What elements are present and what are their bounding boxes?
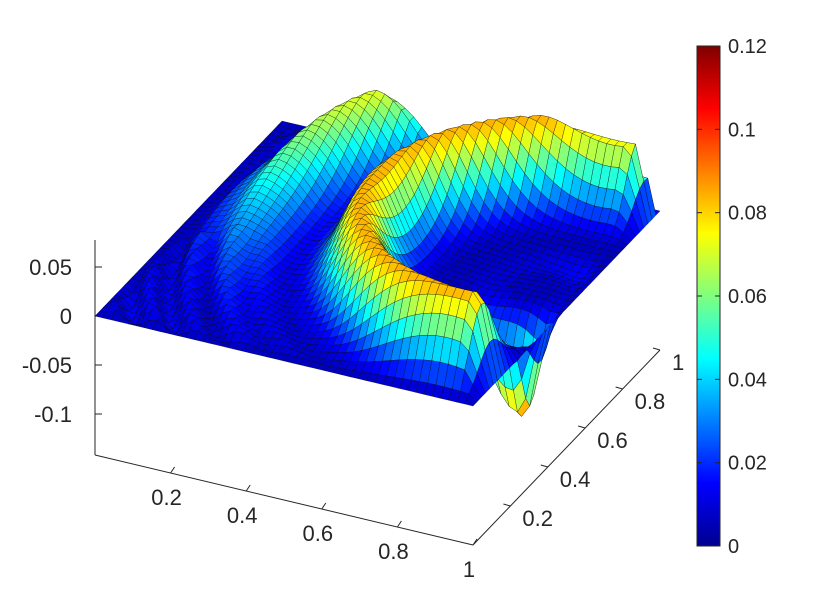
x-tick-mark (396, 520, 402, 528)
y-tick-label: 0.8 (635, 389, 666, 414)
colorbar-tick-label: 0.12 (728, 36, 767, 58)
colorbar-tick-label: 0.06 (728, 286, 767, 308)
surface-mesh (94, 89, 661, 417)
colorbar-tick-label: 0.08 (728, 203, 767, 225)
y-tick-label: 0.4 (560, 467, 591, 492)
z-tick-label: -0.05 (22, 353, 72, 378)
y-tick-mark (540, 464, 548, 468)
colorbar-tick-label: 0.1 (728, 119, 756, 141)
y-tick-label: 0.6 (597, 428, 628, 453)
x-tick-label: 0.4 (227, 503, 258, 528)
colorbar-tick-label: 0 (728, 536, 739, 558)
colorbar-ticks: 0 0.02 0.04 0.06 0.08 0.1 0.12 (697, 36, 767, 558)
y-tick-mark (652, 347, 661, 351)
y-axis-line (472, 349, 661, 546)
x-tick-mark (245, 484, 251, 492)
y-axis-ticks: 0.2 0.40.6 0.81 (503, 347, 684, 531)
y-tick-label: 0.2 (522, 506, 553, 531)
axes (94, 240, 661, 546)
y-tick-label: 1 (672, 350, 684, 375)
x-axis-line (94, 454, 474, 546)
surface-cell (464, 393, 478, 407)
x-tick-mark (170, 466, 176, 474)
x-tick-mark (321, 502, 327, 510)
x-axis-ticks: 0.2 0.4 0.6 0.8 1 (151, 466, 478, 582)
x-tick-label: 1 (463, 557, 475, 582)
x-tick-label: 0.2 (151, 485, 182, 510)
z-tick-label: -0.1 (34, 402, 72, 427)
z-tick-label: 0.05 (29, 255, 72, 280)
x-tick-mark (472, 538, 478, 546)
colorbar-tick-label: 0.02 (728, 453, 767, 475)
z-axis-ticks: 0.05 0 -0.05 -0.1 (22, 255, 102, 427)
z-tick-label: 0 (60, 304, 72, 329)
y-tick-mark (615, 386, 623, 390)
y-tick-mark (578, 425, 586, 429)
x-tick-label: 0.8 (378, 539, 409, 564)
colorbar-tick-label: 0.04 (728, 369, 767, 391)
y-tick-mark (503, 503, 511, 507)
x-tick-label: 0.6 (303, 521, 334, 546)
colorbar: 0 0.02 0.04 0.06 0.08 0.1 0.12 (696, 36, 767, 558)
